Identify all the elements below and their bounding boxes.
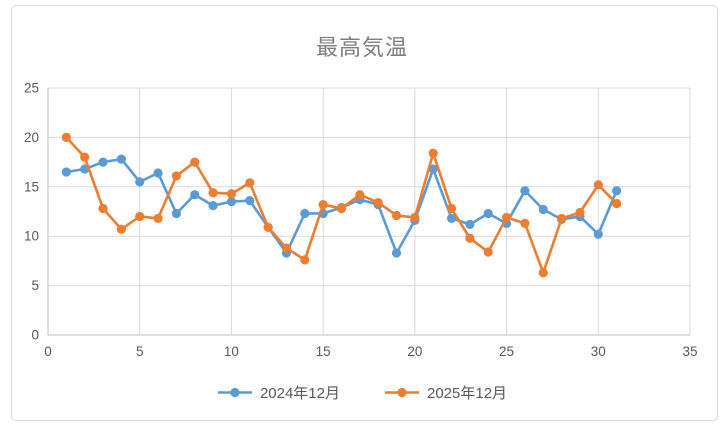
data-point-series-0 bbox=[116, 154, 126, 164]
x-tick-label: 0 bbox=[44, 344, 52, 359]
legend-item-series-0: 2024年12月 bbox=[217, 382, 340, 403]
y-tick-label: 5 bbox=[31, 278, 39, 293]
data-point-series-1 bbox=[501, 212, 512, 223]
data-point-series-1 bbox=[336, 203, 347, 214]
chart-frame bbox=[11, 5, 718, 421]
chart-legend: 2024年12月 2025年12月 bbox=[0, 382, 724, 403]
legend-dot-icon bbox=[397, 387, 407, 398]
y-tick-label: 0 bbox=[31, 328, 39, 343]
data-point-series-1 bbox=[263, 222, 273, 232]
data-point-series-1 bbox=[61, 132, 71, 142]
data-point-series-1 bbox=[208, 188, 218, 198]
data-point-series-1 bbox=[520, 218, 530, 228]
data-point-series-1 bbox=[373, 198, 383, 208]
x-tick-label: 20 bbox=[407, 344, 422, 359]
data-point-series-0 bbox=[208, 200, 218, 211]
data-point-series-0 bbox=[61, 167, 71, 177]
data-point-series-1 bbox=[410, 212, 420, 223]
legend-label-series-0: 2024年12月 bbox=[259, 385, 340, 402]
data-point-series-1 bbox=[226, 189, 237, 199]
data-point-series-1 bbox=[575, 207, 585, 218]
data-point-series-1 bbox=[116, 224, 126, 234]
legend-marker-series-1 bbox=[385, 387, 419, 398]
data-point-series-0 bbox=[520, 186, 530, 196]
data-point-series-0 bbox=[593, 229, 603, 239]
data-point-series-0 bbox=[135, 177, 145, 187]
data-point-series-1 bbox=[391, 210, 402, 221]
data-point-series-0 bbox=[428, 164, 438, 174]
y-tick-label: 10 bbox=[24, 229, 39, 244]
data-point-series-1 bbox=[465, 233, 475, 243]
x-tick-label: 15 bbox=[316, 344, 331, 359]
data-point-series-1 bbox=[153, 213, 163, 224]
x-tick-label: 35 bbox=[682, 344, 697, 359]
data-point-series-1 bbox=[557, 213, 567, 224]
data-point-series-1 bbox=[190, 157, 200, 167]
data-point-series-1 bbox=[593, 180, 603, 190]
legend-dot-icon bbox=[230, 387, 240, 398]
data-point-series-0 bbox=[446, 213, 457, 224]
data-point-series-1 bbox=[428, 148, 438, 158]
data-point-series-1 bbox=[355, 190, 365, 200]
data-point-series-1 bbox=[300, 255, 310, 265]
data-point-series-0 bbox=[300, 208, 310, 219]
data-point-series-0 bbox=[190, 190, 200, 200]
data-point-series-1 bbox=[281, 243, 292, 253]
y-tick-label: 20 bbox=[24, 130, 39, 145]
data-point-series-1 bbox=[483, 247, 493, 257]
data-point-series-0 bbox=[153, 168, 163, 178]
data-point-series-1 bbox=[318, 199, 328, 210]
data-point-series-0 bbox=[612, 186, 622, 196]
data-point-series-0 bbox=[391, 248, 402, 258]
data-point-series-1 bbox=[612, 198, 622, 209]
data-point-series-0 bbox=[245, 196, 255, 206]
data-point-series-0 bbox=[98, 157, 108, 167]
data-point-series-0 bbox=[465, 219, 475, 229]
data-point-series-1 bbox=[135, 211, 145, 222]
x-tick-label: 10 bbox=[224, 344, 239, 359]
y-tick-label: 15 bbox=[24, 179, 39, 194]
data-point-series-1 bbox=[171, 171, 181, 181]
data-point-series-0 bbox=[171, 208, 181, 219]
x-tick-label: 30 bbox=[591, 344, 606, 359]
data-point-series-1 bbox=[446, 203, 457, 214]
y-tick-label: 25 bbox=[24, 81, 39, 96]
data-point-series-1 bbox=[80, 152, 90, 162]
data-point-series-0 bbox=[483, 208, 493, 219]
data-point-series-0 bbox=[538, 204, 548, 215]
legend-item-series-1: 2025年12月 bbox=[384, 382, 507, 403]
x-tick-label: 5 bbox=[136, 344, 144, 359]
chart-title: 最高気温 bbox=[315, 35, 408, 60]
x-tick-label: 25 bbox=[499, 344, 514, 359]
legend-marker-series-0 bbox=[217, 387, 252, 398]
data-point-series-1 bbox=[98, 203, 108, 214]
legend-label-series-1: 2025年12月 bbox=[427, 385, 508, 402]
data-point-series-1 bbox=[538, 268, 548, 278]
data-point-series-0 bbox=[226, 197, 237, 207]
data-point-series-1 bbox=[245, 178, 255, 188]
